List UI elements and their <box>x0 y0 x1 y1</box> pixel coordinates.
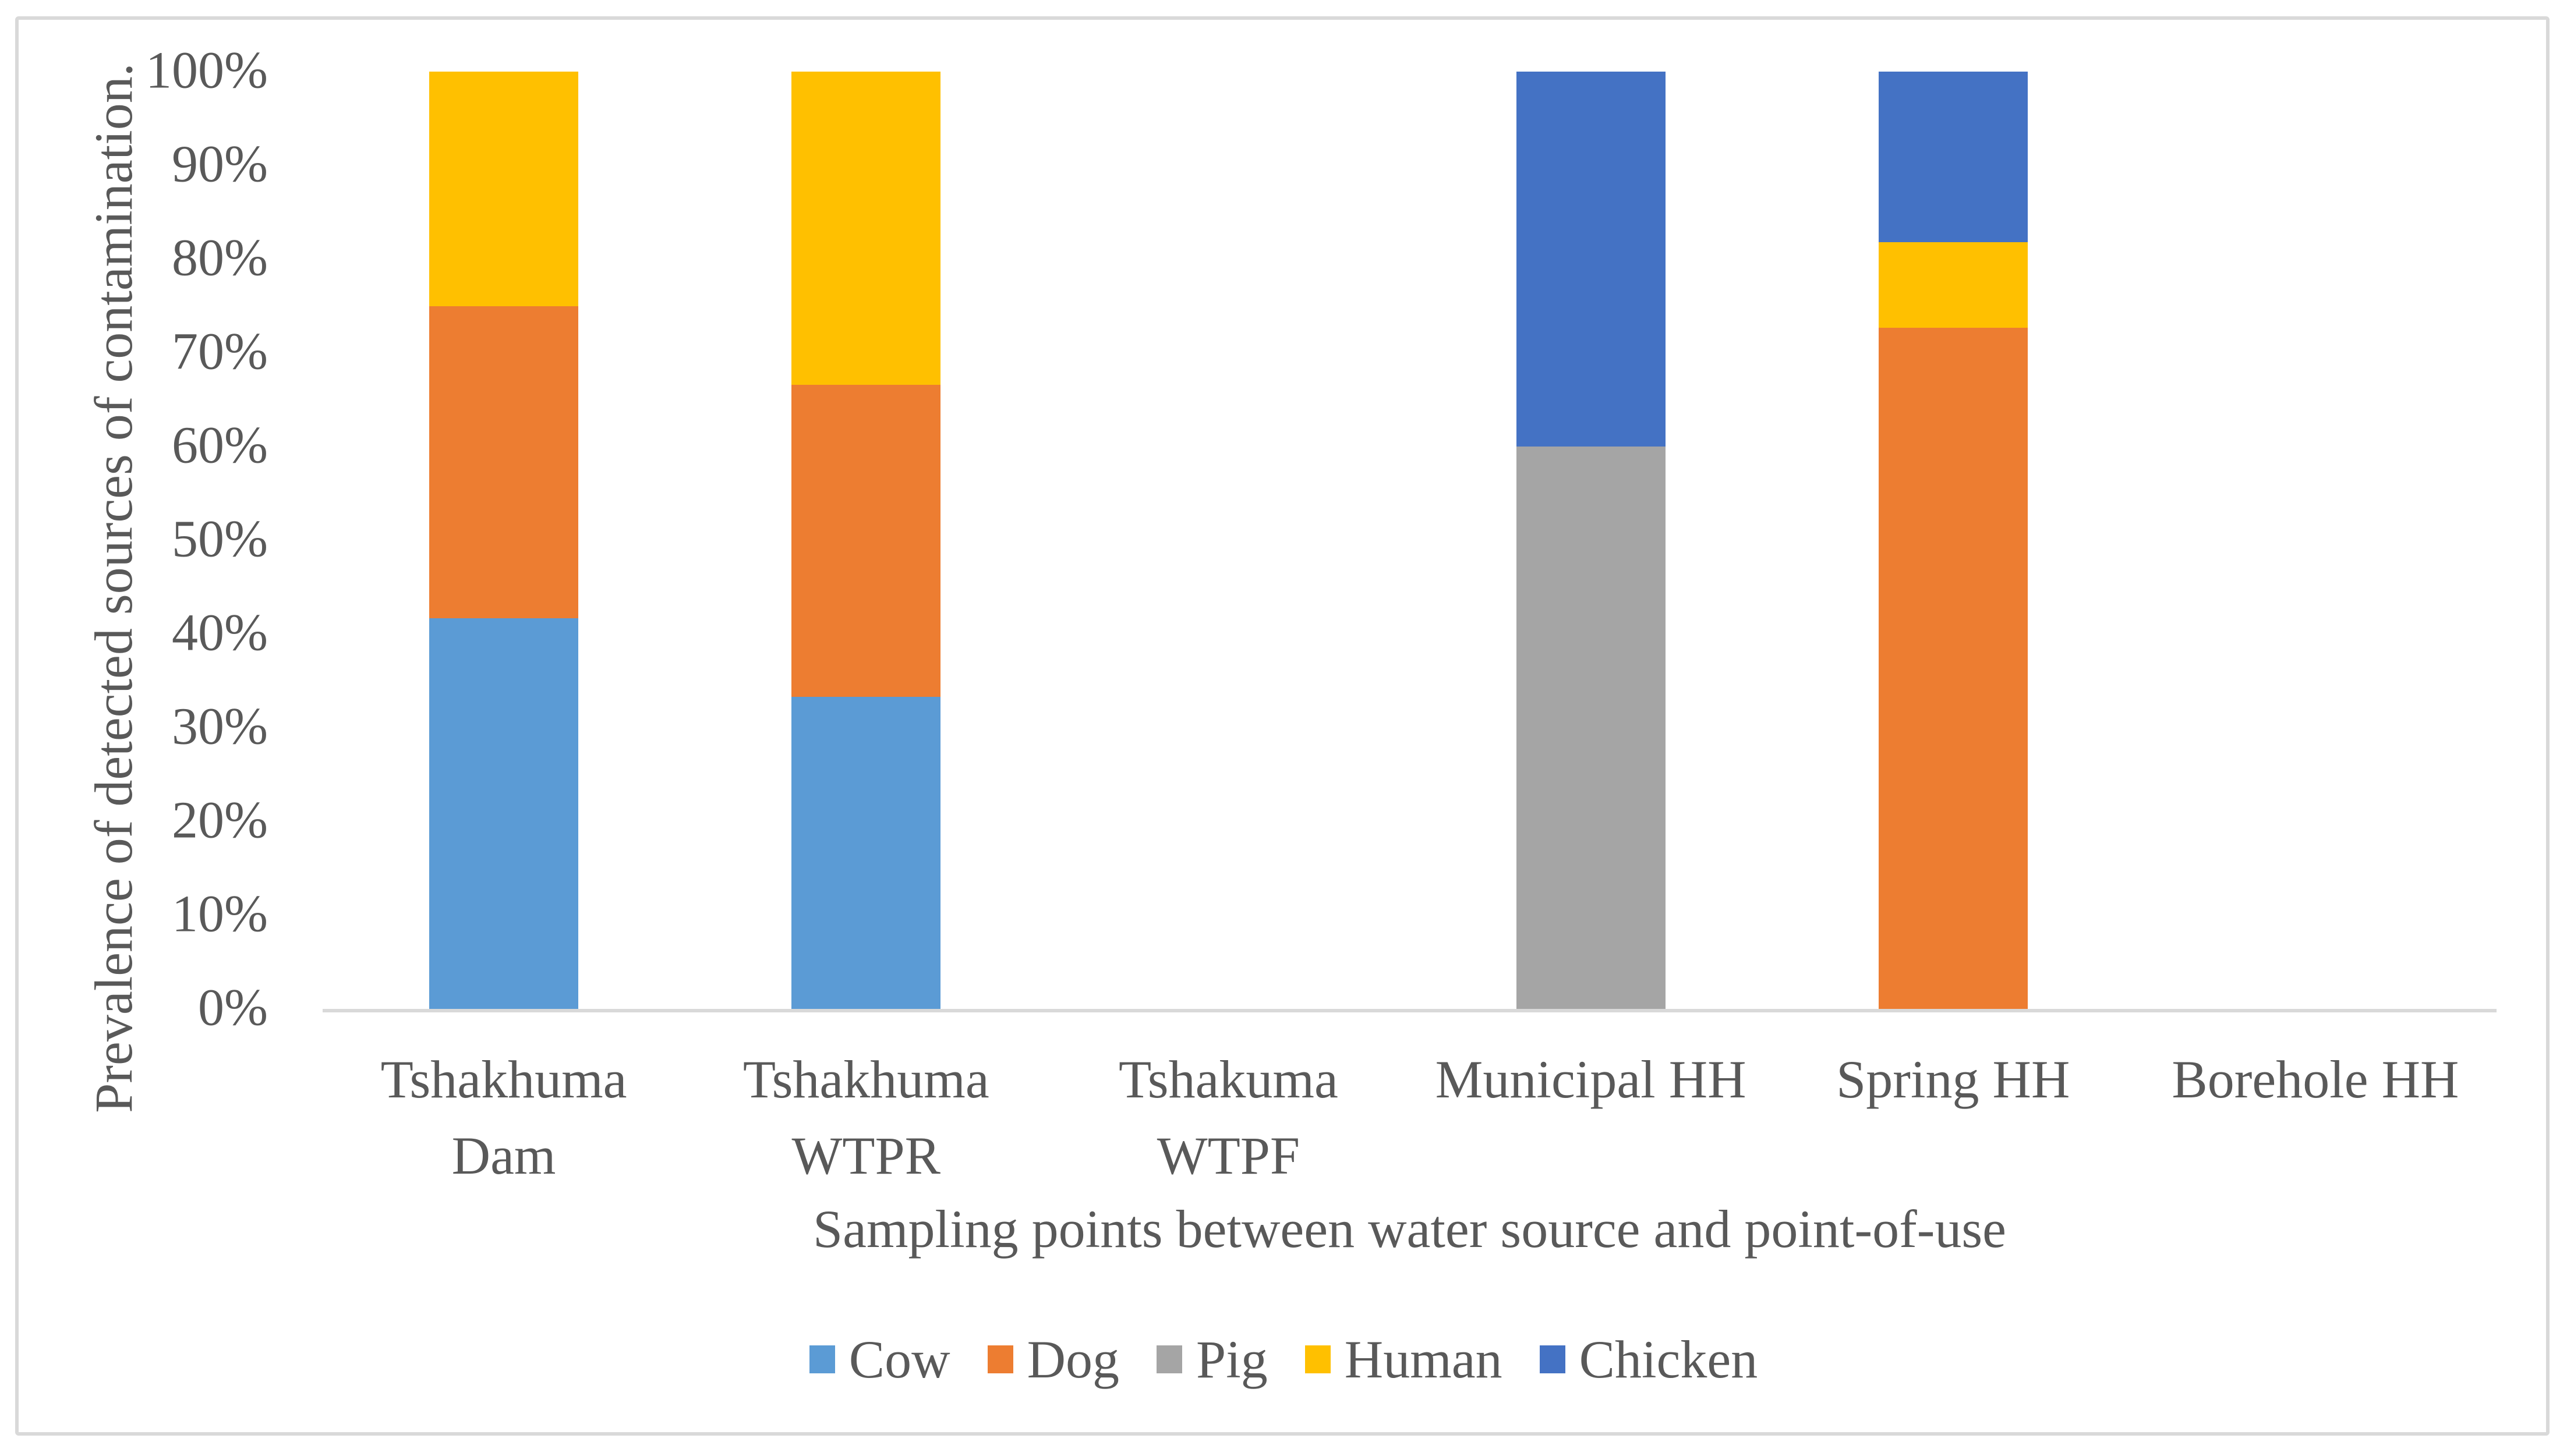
y-tick-label: 0% <box>198 979 268 1037</box>
plot-area <box>323 72 2497 1012</box>
stacked-bar <box>1878 72 2028 1009</box>
stacked-bar <box>1154 72 1303 1009</box>
category-label: Spring HH <box>1836 1050 2070 1109</box>
category-label: Tshakhuma Dam <box>380 1050 627 1185</box>
stacked-bar <box>791 72 941 1009</box>
bar-segment-human <box>791 72 941 385</box>
legend: Cow Dog Pig Human Chicken <box>0 1329 2567 1390</box>
bar-slot <box>2134 72 2497 1009</box>
legend-label: Human <box>1344 1330 1502 1389</box>
bar-slot <box>1047 72 1409 1009</box>
y-tick-label: 10% <box>172 885 268 943</box>
legend-item-human: Human <box>1304 1329 1502 1390</box>
legend-item-chicken: Chicken <box>1539 1329 1758 1390</box>
stacked-bar <box>429 72 579 1009</box>
bar-segment-dog <box>429 306 579 618</box>
legend-label: Dog <box>1027 1330 1120 1389</box>
legend-label: Chicken <box>1579 1330 1758 1389</box>
y-tick-label: 80% <box>172 229 268 287</box>
legend-swatch-icon <box>1304 1345 1331 1373</box>
bar-segment-cow <box>429 618 579 1009</box>
bar-segment-chicken <box>1516 72 1666 447</box>
bar-slot <box>323 72 685 1009</box>
x-axis-title: Sampling points between water source and… <box>812 1199 2007 1259</box>
y-tick-label: 40% <box>172 604 268 662</box>
bar-segment-dog <box>791 384 941 697</box>
y-tick-label: 70% <box>172 323 268 381</box>
stacked-bar <box>1516 72 1666 1009</box>
bar-segment-human <box>1878 242 2028 328</box>
legend-label: Pig <box>1196 1330 1268 1389</box>
category-label: Borehole HH <box>2172 1050 2459 1109</box>
legend-item-dog: Dog <box>987 1329 1120 1390</box>
y-tick-label: 50% <box>172 510 268 568</box>
bar-segment-chicken <box>1878 72 2028 243</box>
bar-slot <box>685 72 1047 1009</box>
legend-item-cow: Cow <box>809 1329 950 1390</box>
legend-label: Cow <box>848 1330 950 1389</box>
stacked-bar <box>2241 72 2390 1009</box>
legend-swatch-icon <box>809 1345 835 1373</box>
bar-slot <box>1410 72 1772 1009</box>
y-tick-label: 60% <box>172 416 268 474</box>
legend-swatch-icon <box>987 1345 1013 1373</box>
bar-segment-dog <box>1878 327 2028 1009</box>
y-tick-label: 20% <box>172 791 268 849</box>
bar-slot <box>1772 72 2134 1009</box>
y-tick-label: 100% <box>146 41 268 100</box>
x-axis-category-labels: Tshakhuma Dam Tshakhuma WTPR Tshakuma WTPF… <box>323 1041 2497 1193</box>
legend-item-pig: Pig <box>1157 1329 1268 1390</box>
bar-segment-cow <box>791 696 941 1009</box>
y-tick-label: 90% <box>172 135 268 193</box>
category-label: Municipal HH <box>1435 1050 1746 1109</box>
legend-swatch-icon <box>1539 1345 1565 1373</box>
bar-slots <box>323 72 2497 1009</box>
y-axis-tick-labels: 100% 90% 80% 70% 60% 50% 40% 30% 20% 10% 0% <box>0 41 268 1036</box>
bar-segment-pig <box>1516 447 1666 1009</box>
category-label: Tshakhuma WTPR <box>742 1050 989 1185</box>
category-label: Tshakuma WTPF <box>1119 1050 1338 1185</box>
bar-segment-human <box>429 72 579 306</box>
legend-swatch-icon <box>1157 1345 1183 1373</box>
y-tick-label: 30% <box>172 697 268 756</box>
